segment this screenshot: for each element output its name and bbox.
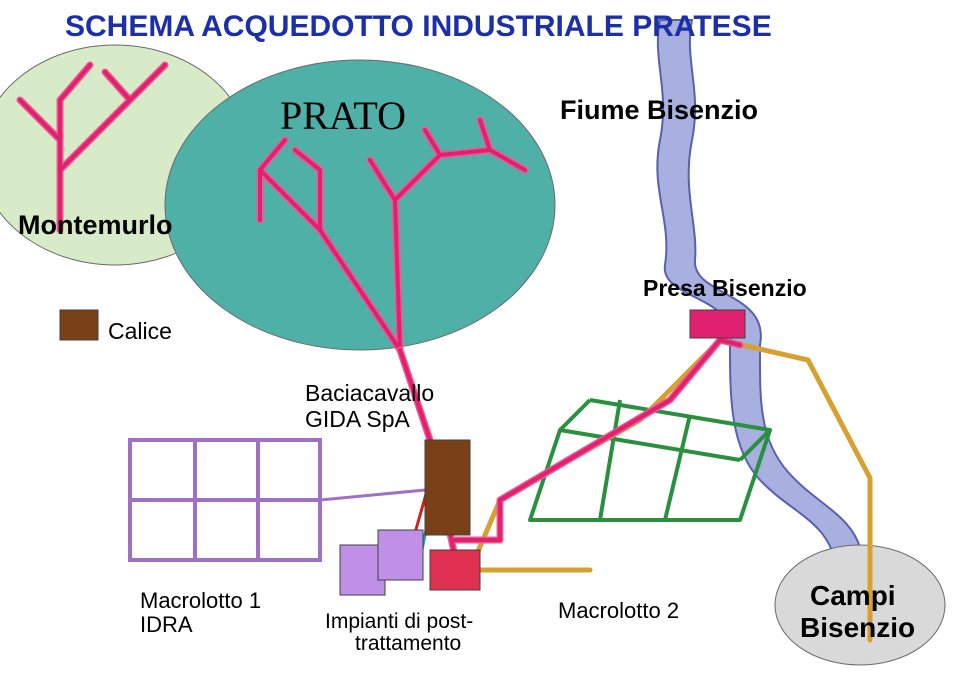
- label-campi1: Campi: [810, 580, 896, 612]
- label-montemurlo: Montemurlo: [18, 210, 173, 241]
- label-baciacavallo: Baciacavallo: [305, 380, 434, 407]
- label-idra: IDRA: [140, 612, 193, 638]
- label-macro2: Macrolotto 2: [558, 598, 679, 624]
- label-calice: Calice: [108, 318, 172, 345]
- label-macro1: Macrolotto 1: [140, 588, 261, 614]
- label-presa: Presa Bisenzio: [643, 275, 807, 302]
- label-fiume: Fiume Bisenzio: [560, 95, 758, 126]
- label-impianti2: trattamento: [355, 632, 461, 656]
- label-campi2: Bisenzio: [800, 612, 915, 644]
- label-impianti1: Impianti di post-: [325, 610, 473, 634]
- title: SCHEMA ACQUEDOTTO INDUSTRIALE PRATESE: [65, 10, 772, 44]
- label-prato: PRATO: [280, 92, 406, 139]
- label-gida: GIDA SpA: [305, 406, 410, 433]
